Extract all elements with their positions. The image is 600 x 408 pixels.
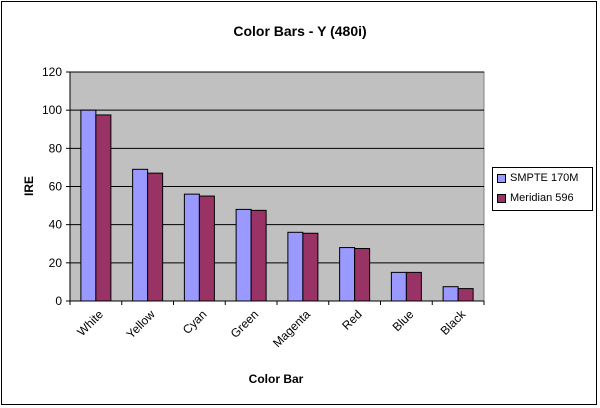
bar	[198, 195, 215, 302]
bar	[183, 193, 200, 302]
bar	[354, 248, 371, 302]
x-tick-label: Green	[228, 307, 261, 340]
y-tick-label: 80	[49, 141, 63, 155]
bar	[405, 271, 422, 302]
bar	[390, 271, 407, 302]
x-tick-label: Yellow	[124, 307, 158, 341]
y-tick-label: 60	[49, 180, 63, 194]
legend-swatch-meridian	[497, 193, 506, 203]
y-tick-label: 20	[49, 256, 63, 270]
bar	[250, 209, 267, 302]
y-tick-label: 0	[55, 294, 62, 308]
x-axis-label: Color Bar	[249, 372, 304, 386]
bar	[302, 232, 319, 302]
bar	[132, 168, 149, 302]
bar	[80, 109, 97, 302]
x-tick-label: White	[74, 307, 106, 339]
bar	[95, 114, 112, 302]
x-tick-label: Cyan	[180, 307, 210, 337]
y-tick-label: 120	[42, 65, 62, 79]
bar	[147, 172, 164, 302]
x-tick-label: Blue	[390, 307, 417, 334]
legend-item-smpte: SMPTE 170M	[493, 168, 592, 188]
bar	[287, 231, 304, 302]
legend: SMPTE 170M Meridian 596	[492, 167, 593, 211]
x-tick-label: Magenta	[270, 307, 313, 350]
legend-label-meridian: Meridian 596	[510, 192, 574, 204]
y-tick-label: 100	[42, 103, 62, 117]
y-axis-label: IRE	[22, 176, 36, 196]
legend-label-smpte: SMPTE 170M	[510, 172, 579, 184]
bar	[457, 288, 474, 302]
legend-item-meridian: Meridian 596	[493, 188, 592, 208]
bar	[442, 286, 459, 302]
bar	[339, 247, 356, 302]
y-tick-label: 40	[49, 218, 63, 232]
plot-area: 0 20 40 60 80 100 120 White Yellow Cyan Green Magen…	[42, 65, 485, 350]
bar	[235, 208, 252, 302]
x-tick-label: Red	[339, 307, 364, 332]
legend-swatch-smpte	[497, 173, 506, 183]
chart-title: Color Bars - Y (480i)	[233, 23, 366, 39]
x-tick-label: Black	[438, 307, 469, 338]
